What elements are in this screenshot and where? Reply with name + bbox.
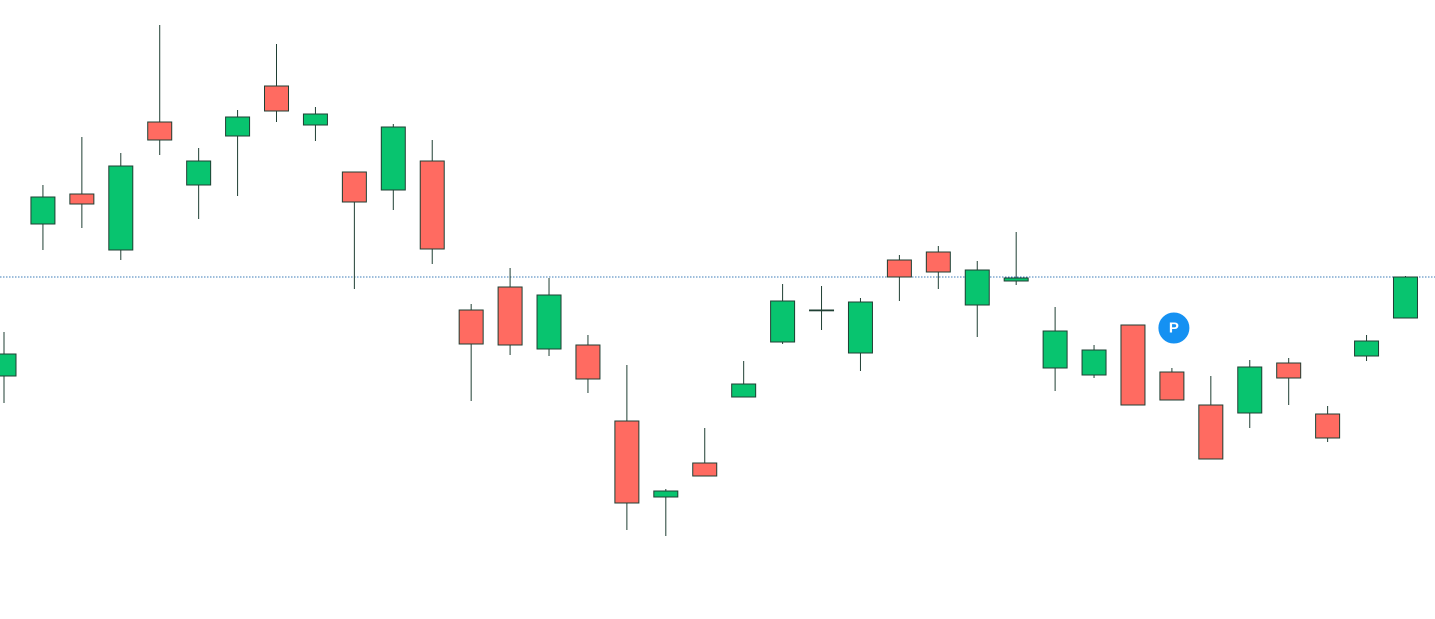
candle-body — [341, 171, 367, 203]
candle-body — [1120, 324, 1146, 406]
candle-body — [692, 462, 718, 477]
candle-body — [458, 309, 484, 345]
candle-body — [575, 344, 601, 380]
candle-body — [1276, 362, 1302, 379]
candle-body — [0, 353, 17, 377]
candle-body — [925, 251, 951, 273]
candle-body — [1198, 404, 1224, 460]
candle-body — [1081, 349, 1107, 376]
candle-body — [1354, 340, 1380, 357]
candle-body — [1392, 276, 1418, 319]
candle-body — [964, 269, 990, 306]
candle-body — [186, 160, 212, 186]
candle-body — [809, 309, 835, 312]
candle-body — [653, 490, 679, 498]
candle-body — [108, 165, 134, 251]
candle-body — [380, 126, 406, 191]
candle-body — [536, 294, 562, 350]
candle-body — [1315, 413, 1341, 439]
marker-label: P — [1169, 320, 1179, 337]
candle-body — [1237, 366, 1263, 414]
candle-body — [302, 113, 328, 126]
candle-body — [1159, 371, 1185, 401]
candle-body — [1003, 277, 1029, 282]
candle-body — [69, 193, 95, 205]
candle-body — [497, 286, 523, 346]
candle-body — [1042, 330, 1068, 369]
candle-body — [731, 383, 757, 398]
candle-body — [614, 420, 640, 504]
candle-body — [770, 300, 796, 343]
candle-body — [264, 85, 290, 112]
marker-badge — [1157, 311, 1191, 345]
candle-body — [225, 116, 251, 137]
candle-body — [847, 301, 873, 354]
candle-body — [886, 259, 912, 278]
candle-body — [30, 196, 56, 225]
candle-body — [419, 160, 445, 250]
candle-body — [147, 121, 173, 141]
